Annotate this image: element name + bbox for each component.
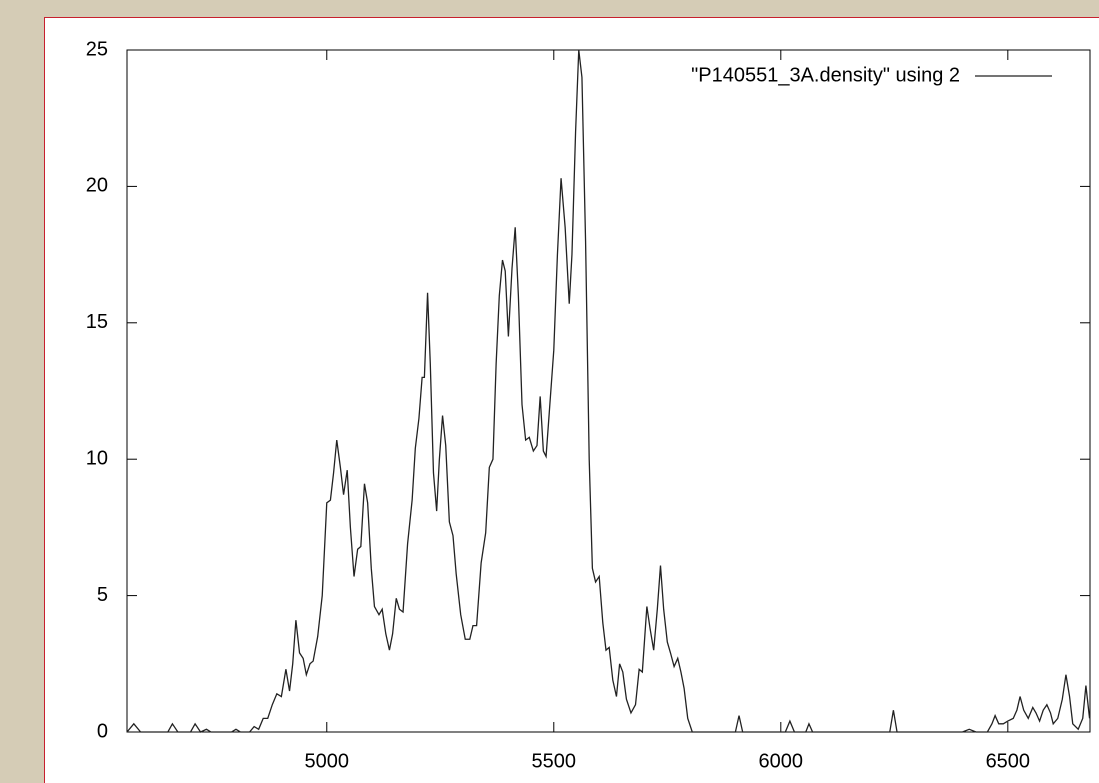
y-tick-label: 5	[97, 584, 108, 606]
x-tick-label: 6000	[759, 750, 804, 772]
x-tick-label: 5000	[305, 750, 350, 772]
plot-panel	[44, 17, 1099, 783]
plot-frame	[126, 49, 1091, 733]
y-tick-label: 15	[86, 311, 108, 333]
legend-label: "P140551_3A.density" using 2	[691, 64, 960, 86]
y-tick-label: 0	[97, 720, 108, 742]
x-tick-label: 5500	[532, 750, 577, 772]
x-tick-label: 6500	[986, 750, 1031, 772]
data-line	[126, 49, 1091, 733]
y-tick-label: 20	[86, 175, 108, 197]
y-tick-label: 10	[86, 447, 108, 469]
y-tick-label: 25	[86, 38, 108, 60]
